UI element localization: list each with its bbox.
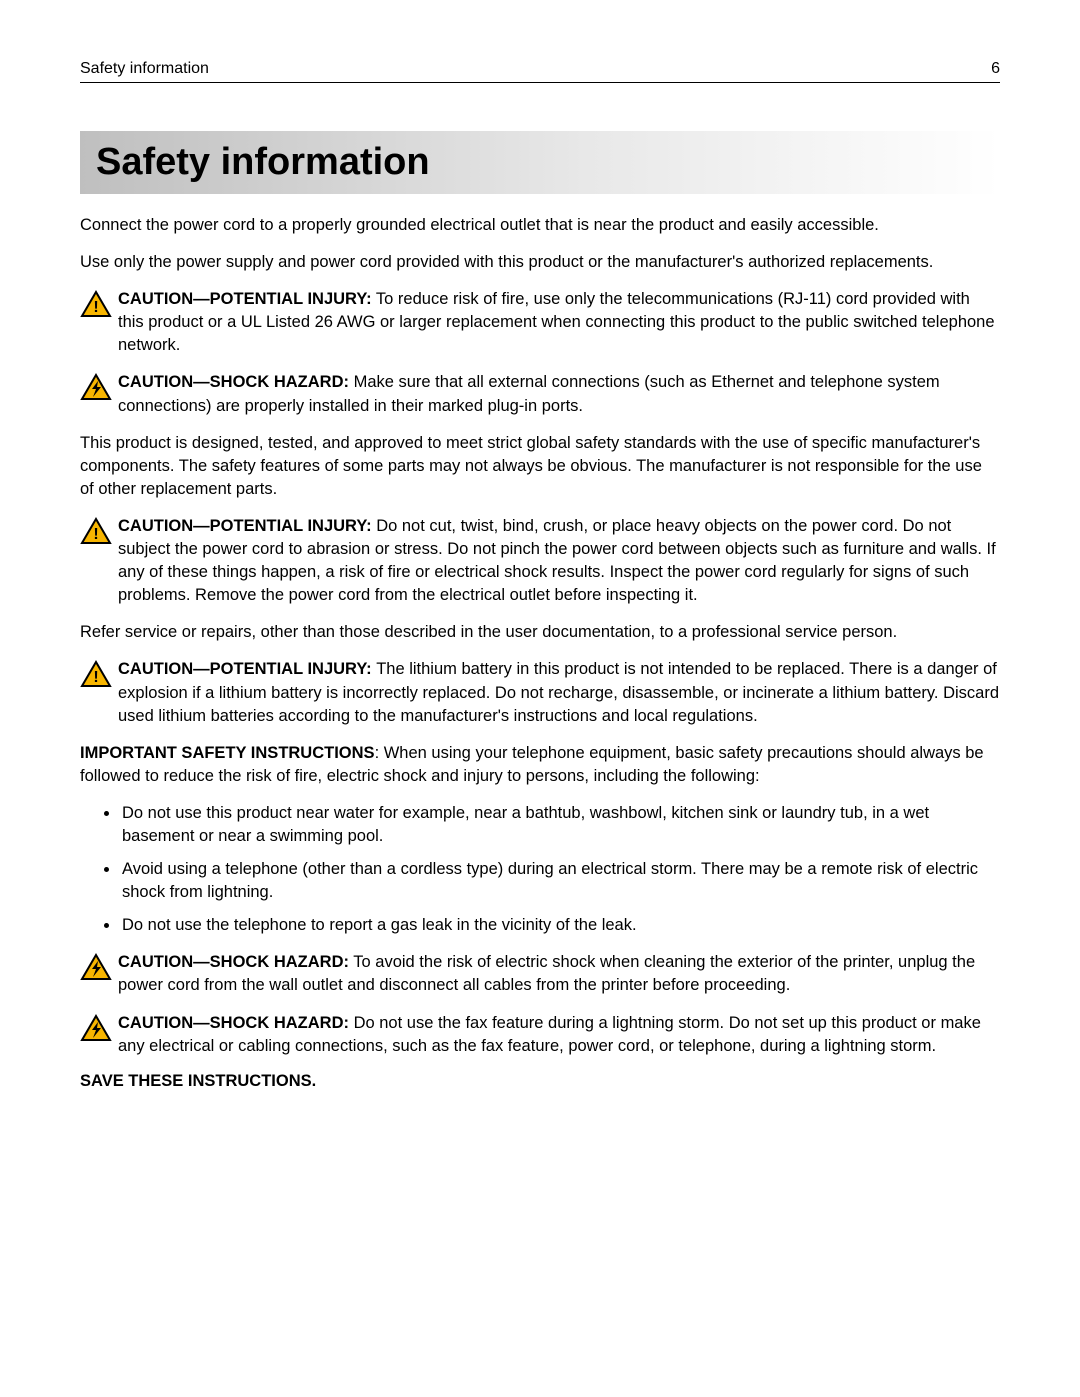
caution-potential-injury-2: ! CAUTION—POTENTIAL INJURY: Do not cut, … [80, 515, 1000, 607]
page-header: Safety information 6 [80, 60, 1000, 83]
caution-text: CAUTION—SHOCK HAZARD: Do not use the fax… [118, 1012, 1000, 1058]
caution-label: CAUTION—SHOCK HAZARD: [118, 373, 349, 391]
body-paragraph-3: This product is designed, tested, and ap… [80, 432, 1000, 501]
list-item: Do not use the telephone to report a gas… [120, 914, 1000, 937]
caution-text: CAUTION—SHOCK HAZARD: Make sure that all… [118, 371, 1000, 417]
caution-shock-hazard-3: CAUTION—SHOCK HAZARD: Do not use the fax… [80, 1012, 1000, 1058]
page-title: Safety information [96, 141, 984, 184]
caution-text: CAUTION—POTENTIAL INJURY: Do not cut, tw… [118, 515, 1000, 607]
caution-label: CAUTION—POTENTIAL INJURY: [118, 660, 376, 678]
caution-label: CAUTION—SHOCK HAZARD: [118, 953, 349, 971]
important-paragraph: IMPORTANT SAFETY INSTRUCTIONS: When usin… [80, 742, 1000, 788]
svg-text:!: ! [93, 299, 98, 316]
warning-triangle-icon: ! [80, 290, 112, 318]
shock-triangle-icon [80, 953, 112, 981]
title-banner: Safety information [80, 131, 1000, 194]
header-page-number: 6 [991, 60, 1000, 78]
caution-shock-hazard-2: CAUTION—SHOCK HAZARD: To avoid the risk … [80, 951, 1000, 997]
caution-potential-injury-1: ! CAUTION—POTENTIAL INJURY: To reduce ri… [80, 288, 1000, 357]
save-instructions: SAVE THESE INSTRUCTIONS. [80, 1072, 1000, 1091]
warning-triangle-icon: ! [80, 517, 112, 545]
list-item: Avoid using a telephone (other than a co… [120, 858, 1000, 904]
body-paragraph-4: Refer service or repairs, other than tho… [80, 621, 1000, 644]
caution-text: CAUTION—POTENTIAL INJURY: The lithium ba… [118, 658, 1000, 727]
important-label: IMPORTANT SAFETY INSTRUCTIONS [80, 744, 375, 762]
caution-label: CAUTION—POTENTIAL INJURY: [118, 517, 376, 535]
caution-label: CAUTION—POTENTIAL INJURY: [118, 290, 372, 308]
intro-paragraph-2: Use only the power supply and power cord… [80, 251, 1000, 274]
caution-text: CAUTION—POTENTIAL INJURY: To reduce risk… [118, 288, 1000, 357]
caution-shock-hazard-1: CAUTION—SHOCK HAZARD: Make sure that all… [80, 371, 1000, 417]
warning-triangle-icon: ! [80, 660, 112, 688]
caution-text: CAUTION—SHOCK HAZARD: To avoid the risk … [118, 951, 1000, 997]
svg-text:!: ! [93, 526, 98, 543]
list-item: Do not use this product near water for e… [120, 802, 1000, 848]
caution-potential-injury-3: ! CAUTION—POTENTIAL INJURY: The lithium … [80, 658, 1000, 727]
shock-triangle-icon [80, 1014, 112, 1042]
caution-label: CAUTION—SHOCK HAZARD: [118, 1014, 349, 1032]
shock-triangle-icon [80, 373, 112, 401]
header-left: Safety information [80, 60, 209, 78]
intro-paragraph-1: Connect the power cord to a properly gro… [80, 214, 1000, 237]
svg-text:!: ! [93, 669, 98, 686]
safety-bullet-list: Do not use this product near water for e… [80, 802, 1000, 937]
